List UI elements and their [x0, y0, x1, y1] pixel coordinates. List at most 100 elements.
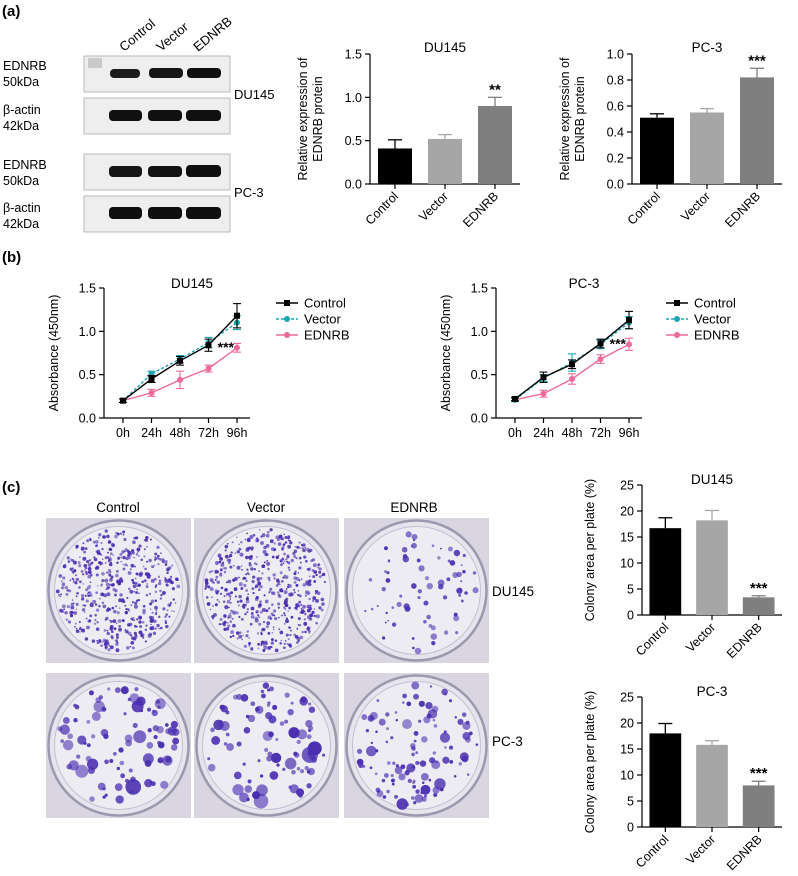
colony	[238, 604, 240, 607]
colony	[88, 690, 94, 696]
colony	[295, 557, 298, 560]
colony	[297, 572, 300, 574]
colony	[375, 730, 378, 733]
colony	[248, 561, 252, 565]
colony	[172, 737, 180, 745]
colony	[101, 558, 104, 561]
plate-column-label: Control	[96, 500, 140, 515]
colony	[72, 580, 75, 583]
colony	[285, 619, 290, 624]
colony	[304, 630, 307, 634]
colony	[94, 603, 98, 606]
colony	[284, 639, 287, 642]
colony	[176, 584, 181, 589]
colony	[453, 612, 458, 617]
colony	[365, 728, 370, 733]
colony	[60, 593, 63, 596]
colony	[256, 614, 260, 617]
colony	[238, 543, 240, 546]
colony	[110, 552, 113, 555]
colony	[240, 541, 243, 544]
colony	[257, 588, 261, 592]
colony	[245, 714, 250, 719]
colony	[264, 553, 268, 557]
y-axis-label: EDNRB protein	[311, 76, 325, 161]
colony	[288, 643, 292, 647]
colony	[212, 618, 214, 620]
colony	[162, 591, 166, 595]
colony	[239, 552, 244, 557]
colony	[294, 570, 297, 573]
colony	[293, 576, 297, 580]
colony	[116, 636, 119, 639]
colony	[156, 725, 164, 734]
colony	[317, 563, 321, 567]
colony	[170, 744, 178, 751]
colony	[299, 561, 302, 564]
colony	[245, 579, 248, 583]
colony	[300, 696, 307, 703]
colony	[384, 621, 387, 624]
colony	[127, 556, 131, 560]
colony	[382, 636, 386, 640]
colony	[299, 611, 302, 614]
colony	[67, 620, 71, 624]
colony	[73, 703, 77, 708]
colony	[216, 580, 220, 584]
colony	[78, 627, 82, 631]
colony	[299, 635, 304, 640]
blot-band	[187, 68, 221, 78]
x-tick-label: 0h	[508, 426, 522, 440]
colony	[295, 583, 299, 587]
colony	[155, 609, 158, 611]
colony	[232, 634, 235, 638]
colony	[263, 545, 267, 550]
colony	[370, 607, 374, 611]
colony	[131, 636, 135, 640]
colony	[131, 601, 134, 604]
colony	[303, 555, 307, 559]
colony	[146, 742, 154, 749]
colony	[119, 579, 124, 583]
colony	[275, 555, 279, 560]
colony	[251, 580, 255, 584]
colony	[418, 719, 422, 723]
x-tick-label: Control	[633, 832, 671, 870]
y-tick-label: 15	[620, 743, 634, 757]
colony	[262, 682, 270, 689]
colony	[130, 604, 133, 607]
colony	[105, 608, 110, 612]
colony	[124, 628, 127, 631]
colony	[230, 551, 233, 554]
colony	[204, 578, 209, 583]
colony	[132, 617, 135, 619]
colony	[284, 575, 289, 579]
colony	[104, 793, 108, 797]
colony	[167, 603, 172, 607]
colony	[139, 624, 143, 629]
blot-column-label: Control	[116, 16, 158, 54]
colony	[116, 611, 120, 615]
colony	[147, 633, 152, 638]
colony	[411, 752, 415, 757]
colony	[228, 606, 230, 609]
colony	[127, 623, 131, 627]
colony	[407, 778, 413, 784]
colony	[270, 547, 275, 551]
colony	[238, 582, 243, 587]
colony	[134, 687, 139, 692]
colony	[238, 594, 242, 599]
colony	[370, 741, 374, 745]
colony	[107, 572, 110, 575]
colony	[243, 583, 247, 588]
colony	[290, 615, 294, 619]
colony	[418, 700, 425, 707]
y-tick-label: 0.4	[607, 126, 624, 140]
colony	[309, 583, 312, 586]
colony	[265, 712, 273, 720]
colony	[257, 642, 261, 646]
colony	[75, 577, 80, 582]
colony	[135, 572, 139, 576]
colony	[269, 645, 272, 648]
colony	[115, 648, 120, 653]
